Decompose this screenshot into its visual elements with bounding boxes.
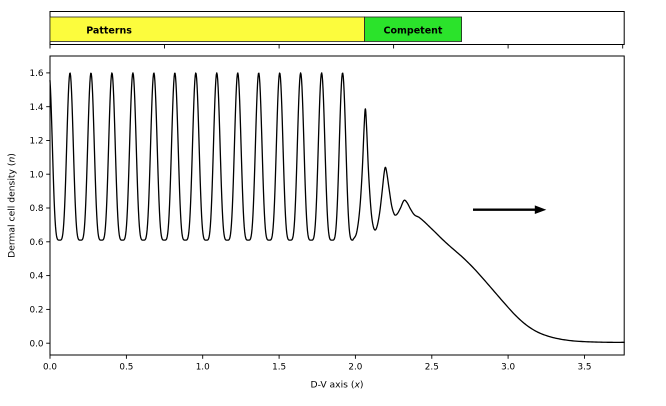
y-tick-label: 1.0 xyxy=(30,170,44,180)
top-bar: Patterns Competent xyxy=(49,11,625,49)
top-bar-ticks xyxy=(49,44,624,49)
competent-region-span xyxy=(364,16,463,42)
y-axis-ticks: 0.0 0.2 0.4 0.6 0.8 1.0 1.2 1.4 1.6 xyxy=(30,69,50,349)
density-curve xyxy=(49,72,625,343)
patterns-region-label: Patterns xyxy=(86,25,132,36)
x-tick-label: 3.5 xyxy=(578,363,592,373)
main-plot: 0.0 0.5 1.0 1.5 2.0 2.5 3.0 3.5 0.0 0.2 0.4 0.6 0.8… xyxy=(7,55,625,391)
y-axis-label: Dermal cell density (n) xyxy=(7,153,18,258)
x-tick-label: 2.0 xyxy=(348,363,362,373)
y-tick-label: 1.4 xyxy=(30,103,44,113)
direction-arrow xyxy=(473,205,547,214)
x-tick-label: 1.5 xyxy=(272,363,286,373)
patterns-region-span xyxy=(49,16,366,42)
x-tick-label: 2.5 xyxy=(425,363,439,373)
arrow-head-icon xyxy=(534,205,547,214)
x-tick-label: 1.0 xyxy=(196,363,210,373)
x-tick-label: 0.5 xyxy=(119,363,133,373)
x-axis-label: D-V axis (x) xyxy=(311,380,364,391)
y-tick-label: 0.2 xyxy=(30,306,44,316)
competent-region-label: Competent xyxy=(384,25,443,36)
y-tick-label: 1.6 xyxy=(30,69,44,79)
y-tick-label: 0.0 xyxy=(30,339,44,349)
x-tick-label: 3.0 xyxy=(501,363,515,373)
y-tick-label: 0.4 xyxy=(30,272,44,282)
y-tick-label: 0.6 xyxy=(30,238,44,248)
y-tick-label: 1.2 xyxy=(30,137,44,147)
y-tick-label: 0.8 xyxy=(30,204,44,214)
top-bar-regions: Patterns Competent xyxy=(49,16,463,42)
x-axis-ticks: 0.0 0.5 1.0 1.5 2.0 2.5 3.0 3.5 xyxy=(43,355,592,373)
plot-frame xyxy=(49,55,625,356)
x-tick-label: 0.0 xyxy=(43,363,57,373)
